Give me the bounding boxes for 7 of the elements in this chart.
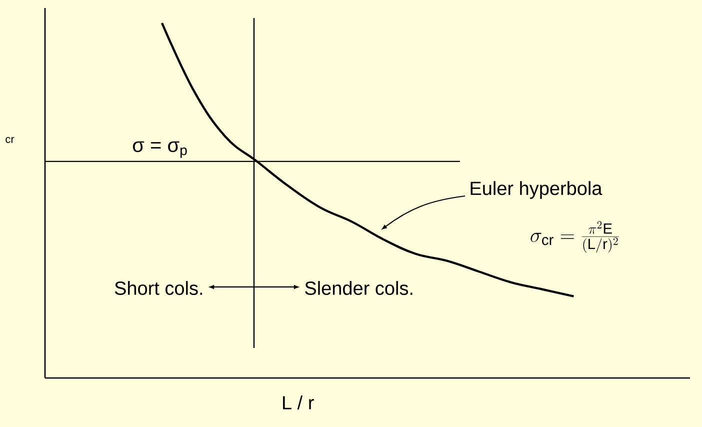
x-axis-title: L / r [283,396,314,410]
annotation: Short cols. [114,281,202,295]
annotation: Euler hyperbola [470,181,602,199]
ref-line-label: σ = σ$_{p}$ [132,141,187,158]
annotation: Slender cols. [305,281,412,295]
text: cr [6,136,14,144]
annotation: $\sigma_{\mathrm{cr}} = \frac{\pi^{2}\mathrm{E}}{(\mathrm{L}/\mathrm{r})^{2}}$ [530,221,619,253]
